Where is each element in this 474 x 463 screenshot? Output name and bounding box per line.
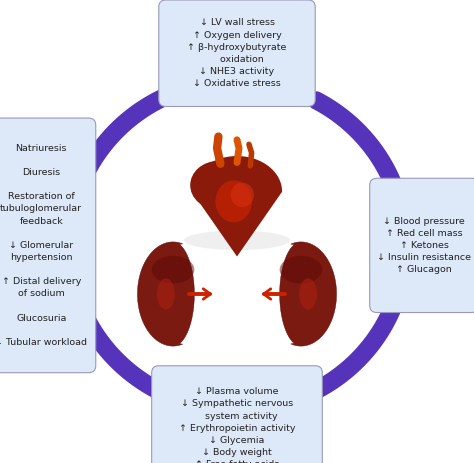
Polygon shape bbox=[280, 242, 337, 346]
Text: Natriuresis

Diuresis

Restoration of
tubuloglomerular
feedback

↓ Glomerular
hy: Natriuresis Diuresis Restoration of tubu… bbox=[0, 144, 87, 347]
FancyBboxPatch shape bbox=[152, 366, 322, 463]
Text: ↓ Blood pressure
↑ Red cell mass
↑ Ketones
↓ Insulin resistance
↑ Glucagon: ↓ Blood pressure ↑ Red cell mass ↑ Keton… bbox=[377, 217, 471, 274]
Ellipse shape bbox=[280, 256, 322, 283]
Ellipse shape bbox=[152, 256, 194, 283]
Ellipse shape bbox=[299, 278, 317, 310]
Ellipse shape bbox=[184, 231, 290, 250]
Ellipse shape bbox=[190, 161, 246, 209]
Polygon shape bbox=[192, 156, 282, 257]
Ellipse shape bbox=[231, 182, 254, 207]
Text: ↓ Plasma volume
↓ Sympathetic nervous
   system activity
↑ Erythropoietin activi: ↓ Plasma volume ↓ Sympathetic nervous sy… bbox=[179, 388, 295, 463]
Ellipse shape bbox=[157, 278, 175, 310]
FancyBboxPatch shape bbox=[370, 178, 474, 313]
Text: ↓ LV wall stress
↑ Oxygen delivery
↑ β-hydroxybutyrate
   oxidation
↓ NHE3 activ: ↓ LV wall stress ↑ Oxygen delivery ↑ β-h… bbox=[187, 19, 287, 88]
Ellipse shape bbox=[228, 162, 275, 204]
FancyBboxPatch shape bbox=[159, 0, 315, 106]
FancyBboxPatch shape bbox=[0, 118, 96, 373]
Polygon shape bbox=[137, 242, 194, 346]
Ellipse shape bbox=[215, 180, 252, 223]
